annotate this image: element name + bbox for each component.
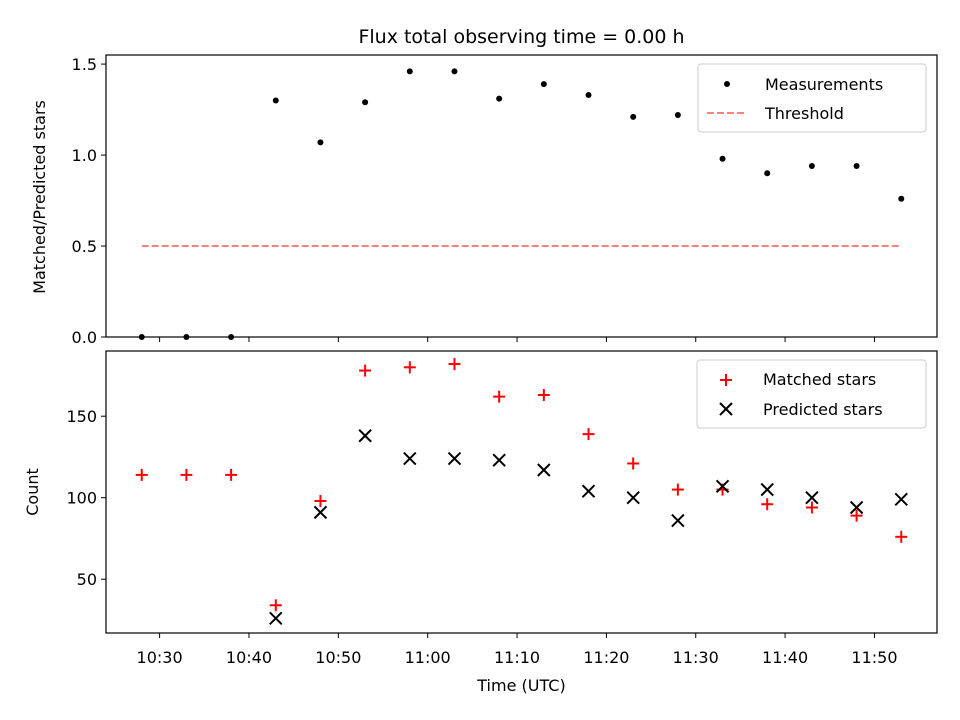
top-y-ticks: 0.0 0.5 1.0 1.5 (72, 55, 106, 347)
measurement-point (630, 113, 637, 120)
predicted-point (358, 429, 372, 443)
predicted-point (492, 453, 506, 467)
bottom-y-axis-label: Count (23, 468, 42, 516)
bottom-x-ticks: 10:30 10:40 10:50 11:00 11:10 11:20 11:30 11:40… (137, 633, 898, 667)
predicted-point (269, 611, 283, 626)
x-tick-label: 11:50 (851, 648, 897, 667)
top-legend-box (697, 63, 927, 133)
predicted-point (403, 451, 417, 466)
y-tick-label: 150 (66, 407, 97, 426)
matched-point (627, 457, 640, 470)
legend-matched-marker (720, 374, 732, 386)
y-tick-label: 0.0 (72, 328, 97, 347)
bottom-legend-box (696, 359, 927, 429)
measurement-point (451, 68, 458, 75)
top-y-axis-label: Matched/Predicted stars (30, 100, 49, 294)
predicted-point (894, 492, 908, 507)
measurement-point (808, 162, 815, 169)
predicted-point (537, 463, 551, 477)
matched-point (895, 530, 908, 543)
measurement-point (674, 112, 681, 119)
matched-point (135, 468, 148, 481)
y-tick-label: 0.5 (72, 237, 97, 256)
measurement-point (496, 95, 503, 102)
x-tick-label: 11:30 (673, 648, 719, 667)
x-tick-label: 11:10 (494, 648, 540, 667)
matched-point (805, 501, 818, 514)
predicted-point (805, 490, 819, 505)
bottom-panel: Count 50 100 150 10:30 10:40 10:50 11:00 11:10… (23, 350, 938, 695)
predicted-point (626, 490, 640, 505)
top-plot-marks (138, 68, 905, 340)
legend-matched-label: Matched stars (763, 370, 876, 389)
matched-point (314, 494, 327, 507)
matched-point (582, 428, 595, 441)
x-tick-label: 10:50 (315, 648, 361, 667)
measurement-point (764, 170, 771, 177)
x-tick-label: 11:00 (405, 648, 451, 667)
predicted-point (715, 479, 730, 494)
x-tick-label: 11:20 (583, 648, 629, 667)
predicted-point (447, 451, 462, 466)
bottom-legend: Matched stars Predicted stars (696, 359, 927, 429)
measurement-point (362, 99, 369, 106)
matched-point (493, 390, 506, 403)
measurement-point (853, 162, 860, 169)
legend-predicted-marker (719, 402, 733, 416)
measurement-point (719, 155, 726, 162)
legend-measurements-label: Measurements (765, 75, 883, 94)
predicted-point (581, 484, 596, 498)
measurement-point (406, 68, 413, 75)
top-panel: Matched/Predicted stars 0.0 0.5 1.0 1.5 Mea… (30, 54, 938, 347)
y-tick-label: 100 (66, 489, 97, 508)
matched-point (269, 599, 282, 612)
predicted-point (849, 500, 864, 515)
y-tick-label: 1.5 (72, 55, 97, 74)
measurement-point (585, 92, 592, 99)
chart-title: Flux total observing time = 0.00 h (358, 26, 684, 48)
matched-point (537, 389, 550, 402)
matched-point (403, 361, 416, 374)
matched-point (448, 358, 461, 371)
matched-point (671, 483, 684, 496)
matched-point (359, 364, 372, 377)
bottom-y-ticks: 50 100 150 (66, 407, 106, 589)
matched-point (850, 509, 863, 522)
measurement-point (272, 97, 279, 104)
matched-point (761, 498, 774, 511)
legend-threshold-label: Threshold (764, 104, 844, 123)
bottom-axes-frame (105, 350, 938, 634)
x-axis-label: Time (UTC) (476, 676, 565, 695)
top-axes-frame (105, 54, 938, 338)
measurement-point (540, 81, 547, 88)
bottom-plot-marks (135, 358, 908, 626)
x-tick-label: 10:40 (226, 648, 272, 667)
top-legend: Measurements Threshold (697, 63, 927, 133)
top-x-ticks (159, 337, 875, 342)
predicted-point (671, 513, 685, 528)
matched-point (180, 468, 193, 481)
matched-point (225, 468, 238, 481)
y-tick-label: 1.0 (72, 146, 97, 165)
predicted-point (760, 482, 774, 497)
x-tick-label: 10:30 (137, 648, 183, 667)
legend-measurements-marker (724, 81, 730, 87)
y-tick-label: 50 (77, 570, 97, 589)
legend-predicted-label: Predicted stars (763, 400, 883, 419)
x-tick-label: 11:40 (762, 648, 808, 667)
predicted-point (313, 505, 328, 520)
measurement-point (898, 195, 905, 202)
measurement-point (317, 139, 324, 146)
